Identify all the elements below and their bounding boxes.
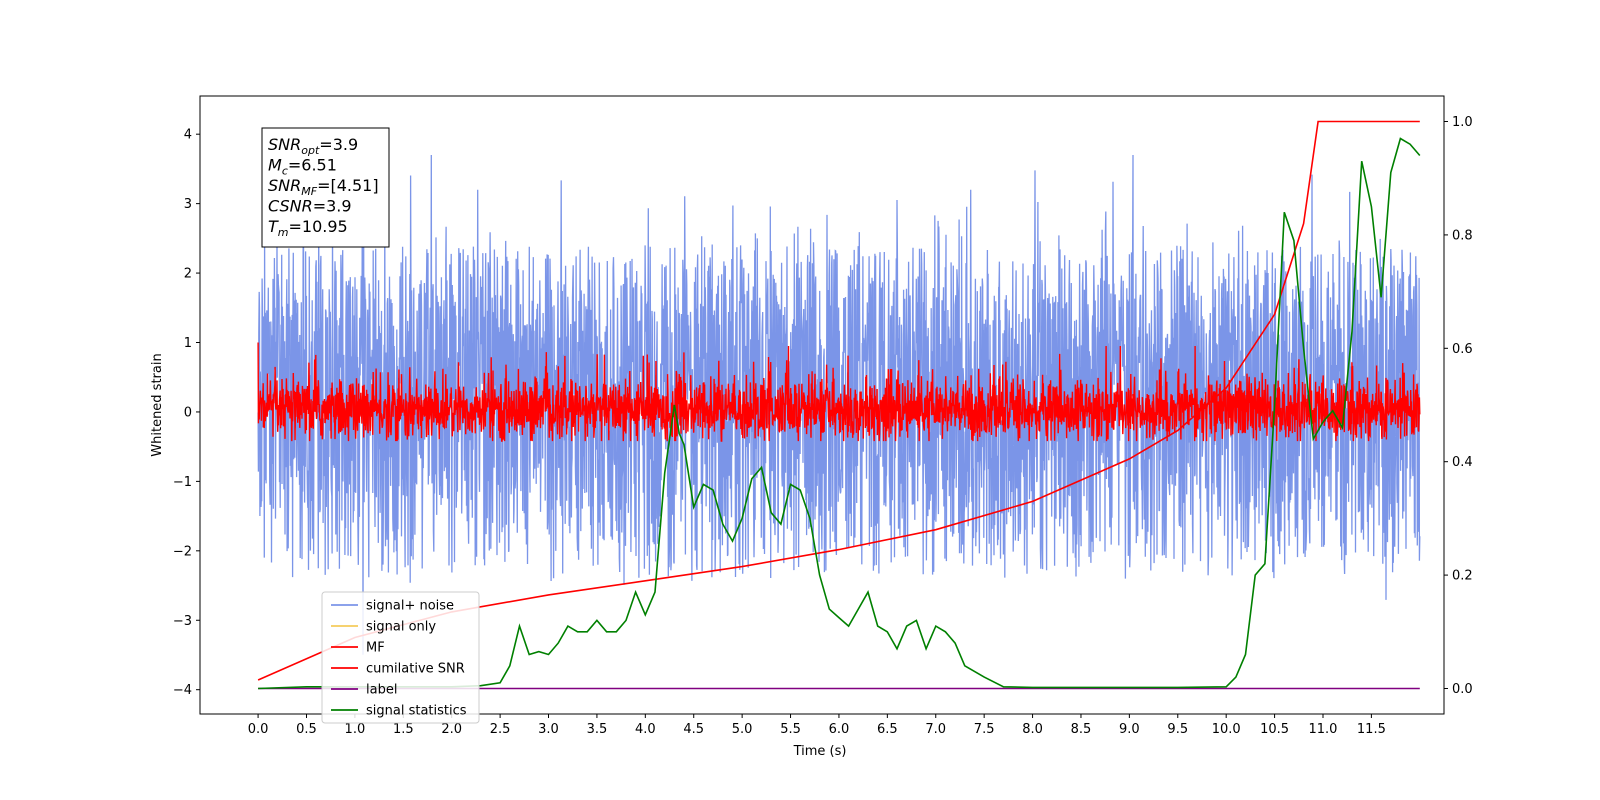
x-tick-label: 3.5 bbox=[587, 722, 608, 737]
x-tick-label: 0.5 bbox=[296, 722, 317, 737]
x-tick-label: 9.0 bbox=[1119, 722, 1140, 737]
annotation-line: SNRopt=3.9 bbox=[268, 135, 358, 157]
x-tick-label: 3.0 bbox=[538, 722, 559, 737]
legend-frame bbox=[321, 591, 480, 724]
annotation-subscript: opt bbox=[301, 144, 320, 157]
y-right-tick-label: 0.4 bbox=[1452, 455, 1473, 470]
annotation-line: SNRMF=[4.51] bbox=[268, 176, 379, 198]
annotation-line: Tm=10.95 bbox=[268, 217, 348, 239]
y-right-tick-label: 0.8 bbox=[1452, 228, 1473, 243]
annotation-box: SNRopt=3.9Mc=6.51SNRMF=[4.51]CSNR=3.9Tm=… bbox=[261, 127, 390, 248]
x-tick-label: 9.5 bbox=[1167, 722, 1188, 737]
x-tick-label: 0.0 bbox=[248, 722, 269, 737]
x-tick-label: 7.5 bbox=[974, 722, 995, 737]
x-tick-label: 6.0 bbox=[829, 722, 850, 737]
y-right-tick-label: 0.0 bbox=[1452, 682, 1473, 697]
annotation-value: =3.9 bbox=[319, 135, 358, 154]
annotation-value: =[4.51] bbox=[317, 176, 379, 195]
annotation-value: =3.9 bbox=[313, 197, 352, 216]
x-tick-label: 11.5 bbox=[1357, 722, 1386, 737]
y-left-tick-label: 2 bbox=[184, 267, 192, 282]
series-signal-statistics bbox=[258, 137, 1421, 690]
legend-label: MF bbox=[366, 641, 385, 656]
y-right-tick-label: 1.0 bbox=[1452, 115, 1473, 130]
x-tick-label: 8.0 bbox=[1022, 722, 1043, 737]
x-tick-label: 4.0 bbox=[635, 722, 656, 737]
y-right-axis-ticks: 0.0 0.2 0.4 0.6 0.8 1.0 bbox=[1444, 115, 1473, 697]
legend-label: signal only bbox=[366, 620, 436, 635]
x-tick-label: 2.5 bbox=[490, 722, 511, 737]
y-right-tick-label: 0.2 bbox=[1452, 569, 1473, 584]
series-layer bbox=[257, 154, 1421, 655]
legend: signal+ noise signal only MF cumilative SNR… bbox=[321, 591, 480, 724]
x-tick-label: 5.5 bbox=[780, 722, 801, 737]
annotation-subscript: m bbox=[278, 226, 289, 239]
x-tick-label: 10.0 bbox=[1212, 722, 1241, 737]
annotation-symbol: SNR bbox=[268, 176, 301, 195]
legend-label: label bbox=[366, 683, 397, 698]
legend-label: cumilative SNR bbox=[366, 662, 465, 677]
annotation-value: =10.95 bbox=[289, 217, 348, 236]
y-right-tick-label: 0.6 bbox=[1452, 342, 1473, 357]
x-tick-label: 6.5 bbox=[877, 722, 898, 737]
annotation-subscript: c bbox=[282, 165, 288, 178]
annotation-line: Mc=6.51 bbox=[268, 156, 337, 178]
y-left-tick-label: 4 bbox=[184, 128, 192, 143]
annotation-symbol: SNR bbox=[268, 135, 301, 154]
annotation-subscript: MF bbox=[301, 185, 317, 198]
x-tick-label: 2.0 bbox=[441, 722, 462, 737]
y-left-tick-label: 0 bbox=[184, 405, 192, 420]
x-tick-label: 10.5 bbox=[1260, 722, 1289, 737]
y-left-tick-label: −1 bbox=[173, 475, 192, 490]
legend-label: signal+ noise bbox=[366, 599, 454, 614]
annotation-line: CSNR=3.9 bbox=[268, 197, 352, 216]
series-cumulative-snr bbox=[257, 120, 1420, 681]
annotation-symbol: CSNR bbox=[268, 197, 313, 216]
y-left-tick-label: −2 bbox=[173, 544, 192, 559]
y-left-tick-label: 3 bbox=[184, 197, 192, 212]
annotation-value: =6.51 bbox=[288, 156, 337, 175]
series-mf bbox=[257, 342, 1421, 442]
y-left-axis-ticks: −4 −3 −2 −1 0 1 2 3 4 bbox=[173, 128, 200, 698]
x-tick-label: 1.5 bbox=[393, 722, 414, 737]
x-tick-label: 4.5 bbox=[683, 722, 704, 737]
annotation-symbol: M bbox=[268, 156, 282, 175]
x-tick-label: 11.0 bbox=[1309, 722, 1338, 737]
y-left-tick-label: 1 bbox=[184, 336, 192, 351]
plot-frame bbox=[199, 95, 1445, 715]
legend-label: signal statistics bbox=[366, 704, 467, 719]
x-tick-label: 7.0 bbox=[925, 722, 946, 737]
y-left-axis-label: Whitened strain bbox=[150, 353, 165, 456]
y-left-tick-label: −4 bbox=[173, 683, 192, 698]
annotation-symbol: T bbox=[268, 217, 279, 236]
y-left-tick-label: −3 bbox=[173, 614, 192, 629]
x-tick-label: 5.0 bbox=[732, 722, 753, 737]
x-axis-label: Time (s) bbox=[793, 744, 847, 759]
x-tick-label: 1.0 bbox=[345, 722, 366, 737]
annotation-frame bbox=[261, 127, 390, 248]
x-axis-ticks: 0.0 0.5 1.0 1.5 2.0 2.5 3.0 3.5 4.0 4.5 5.0 5.5 6.0 6… bbox=[248, 714, 1386, 737]
x-tick-label: 8.5 bbox=[1071, 722, 1092, 737]
